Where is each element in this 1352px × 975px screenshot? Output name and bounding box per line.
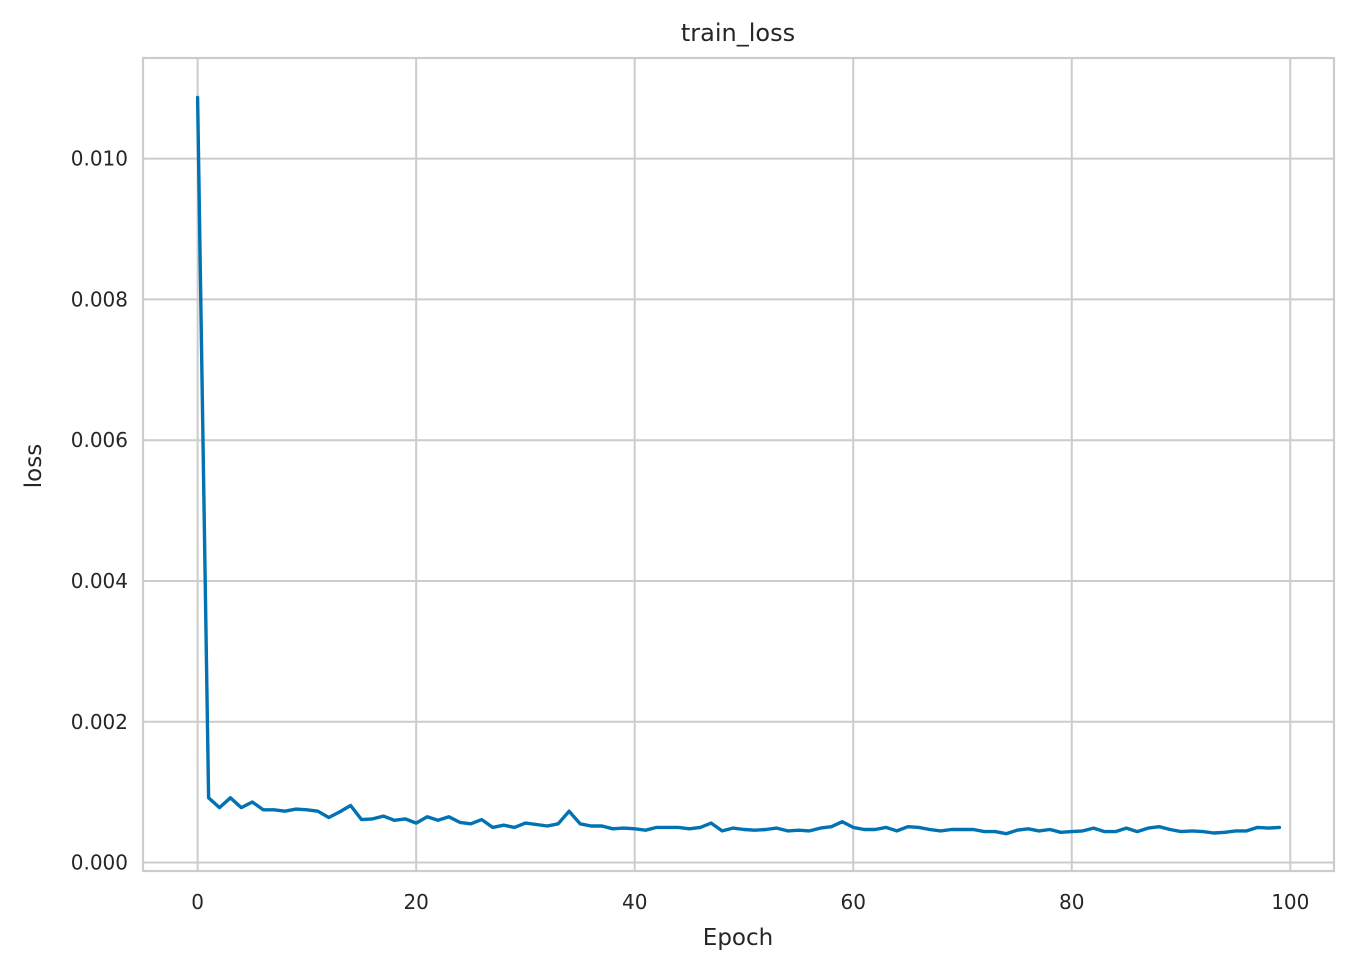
y-axis-ticks: 0.000 0.002 0.004 0.006 0.008 0.010 [71,147,128,875]
y-tick-label: 0.000 [71,851,128,875]
y-tick-label: 0.002 [71,710,128,734]
chart-title: train_loss [681,19,795,47]
x-axis-label: Epoch [703,925,773,951]
y-tick-label: 0.006 [71,428,128,452]
y-tick-label: 0.004 [71,569,128,593]
x-tick-label: 0 [191,890,204,914]
series-layer [195,95,1282,836]
x-tick-label: 60 [841,890,866,914]
y-axis-label: loss [21,444,47,488]
x-tick-label: 20 [403,890,428,914]
x-axis-ticks: 0 20 40 60 80 100 [191,890,1309,914]
x-tick-label: 80 [1059,890,1084,914]
series-line [195,95,1282,836]
plot-frame [141,56,1336,873]
grid [143,58,1334,871]
y-tick-label: 0.010 [71,147,128,171]
y-tick-label: 0.008 [71,287,128,311]
x-tick-label: 40 [622,890,647,914]
x-tick-label: 100 [1271,890,1309,914]
